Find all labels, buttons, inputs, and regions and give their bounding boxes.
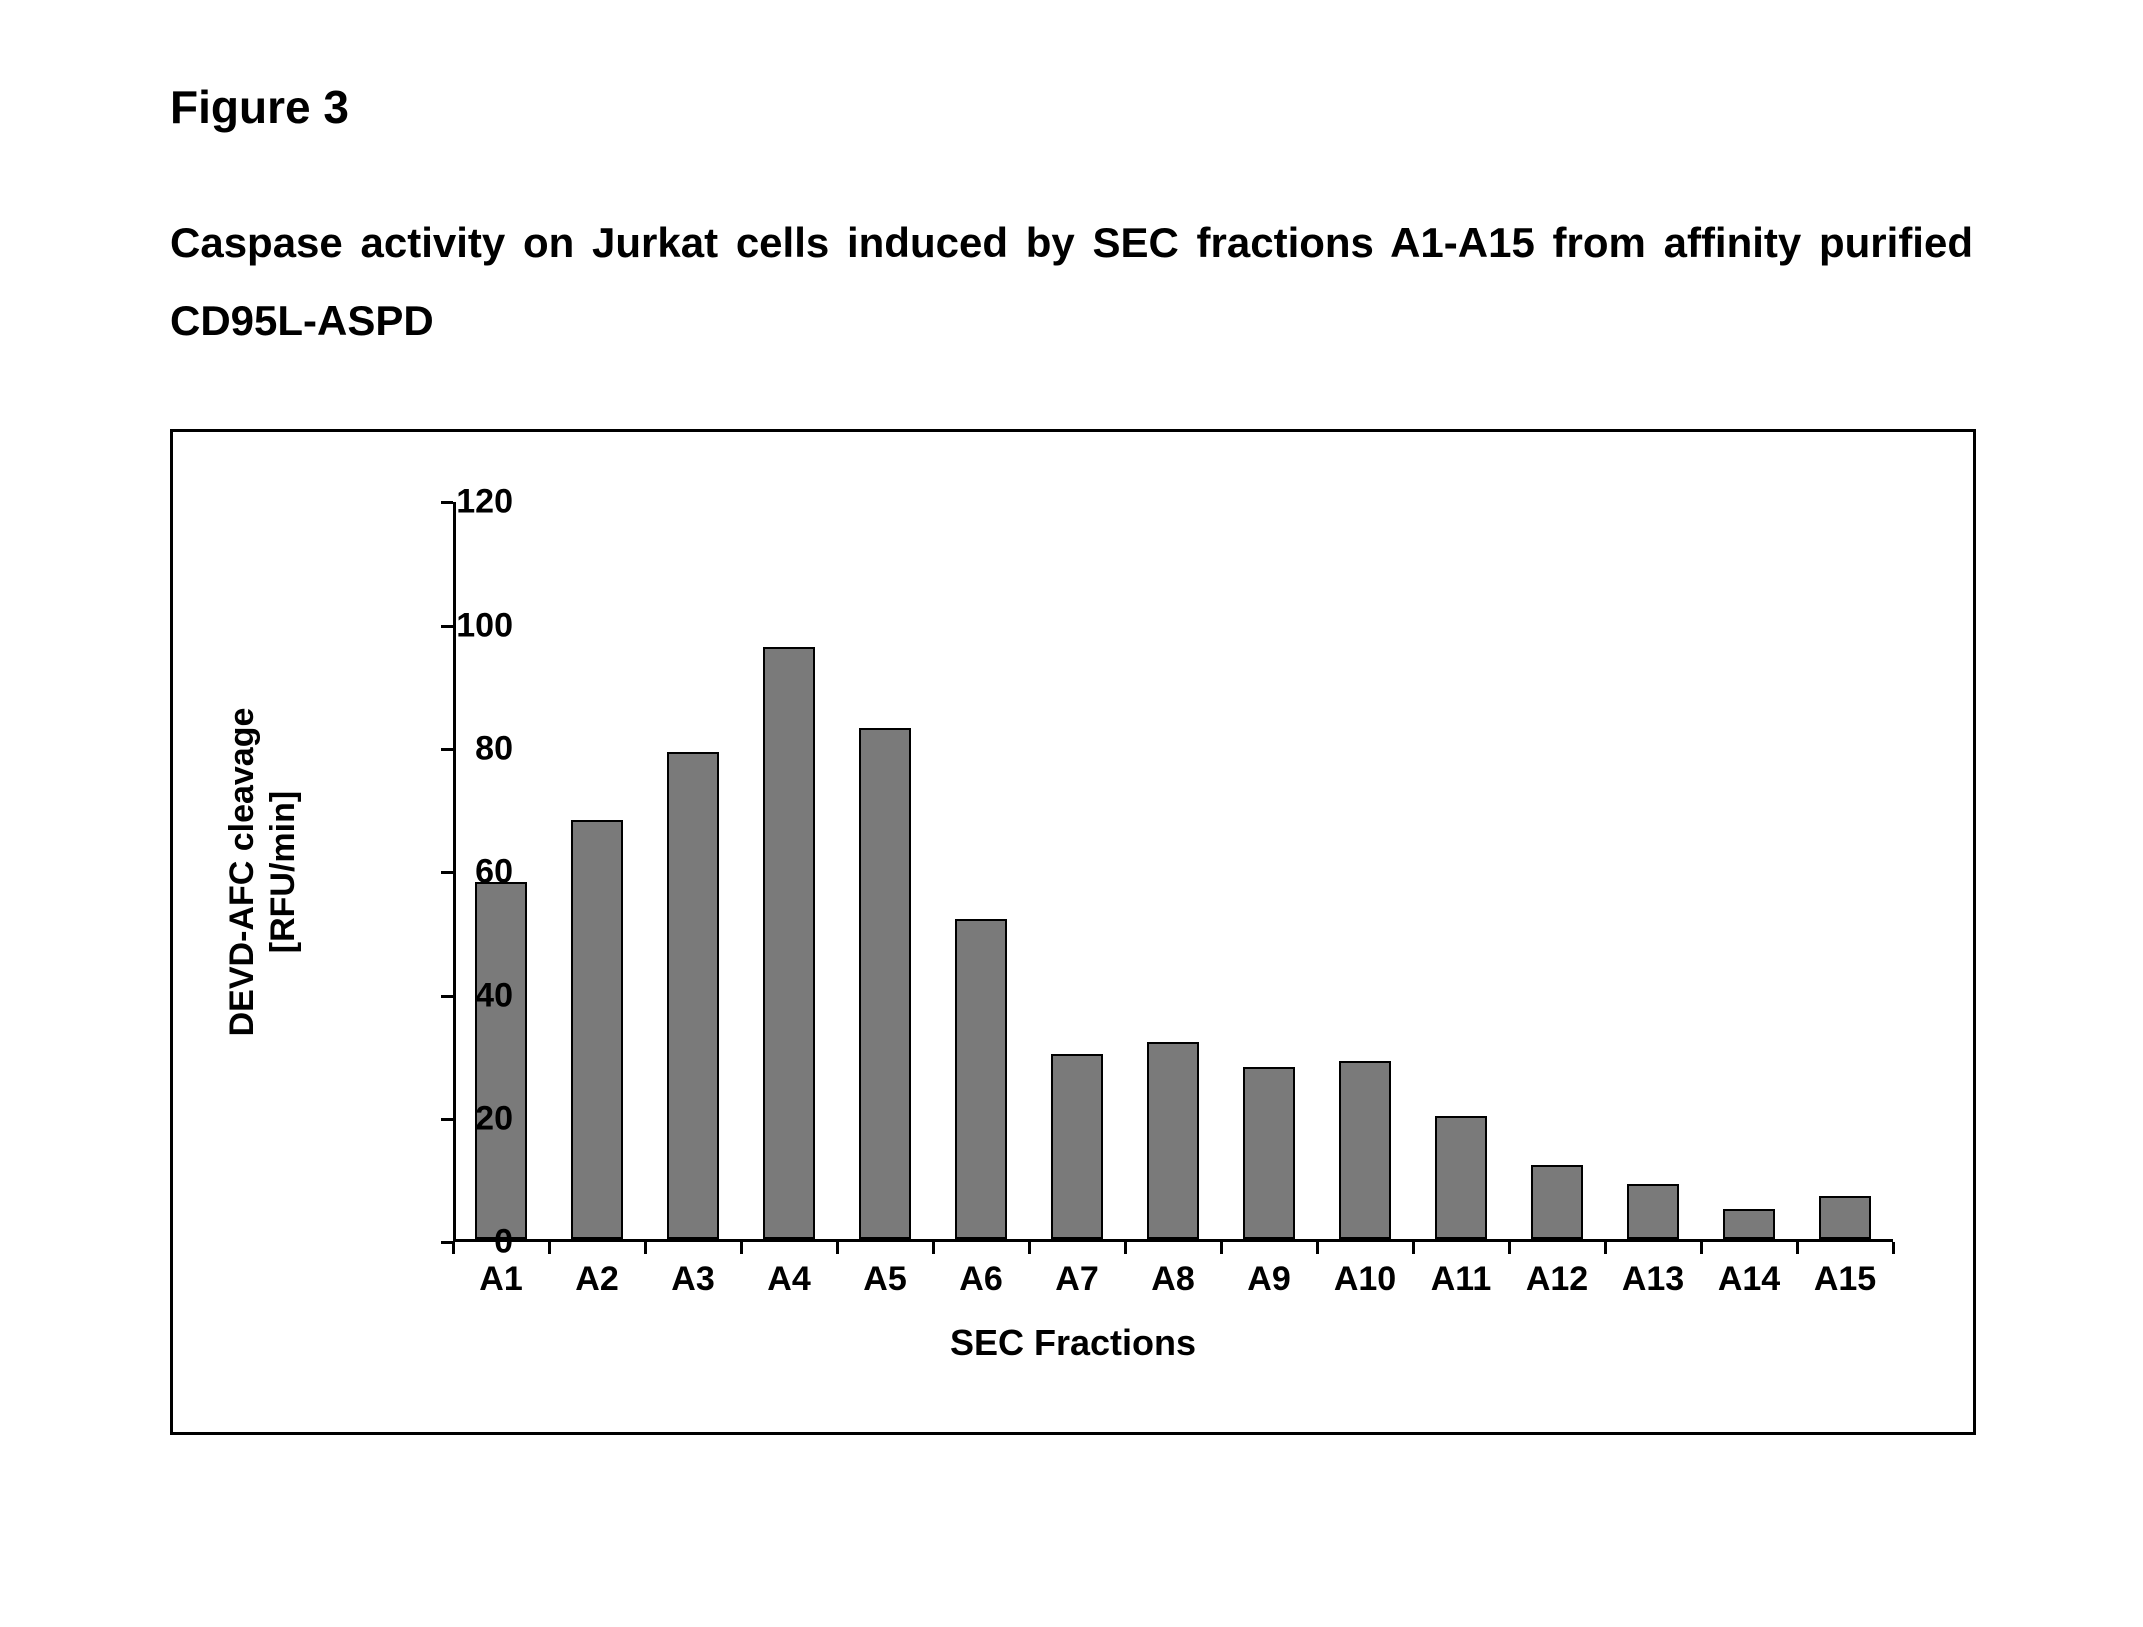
- x-tick: [1604, 1242, 1607, 1254]
- x-tick-label: A11: [1431, 1260, 1492, 1299]
- x-tick: [1892, 1242, 1895, 1254]
- bar: [763, 647, 816, 1239]
- bar: [1051, 1054, 1104, 1239]
- x-tick: [836, 1242, 839, 1254]
- x-tick-label: A3: [671, 1260, 714, 1299]
- x-tick-label: A6: [959, 1260, 1002, 1299]
- x-tick: [932, 1242, 935, 1254]
- x-tick-label: A12: [1526, 1260, 1588, 1299]
- y-tick-label: 120: [393, 483, 513, 522]
- x-tick-label: A4: [767, 1260, 810, 1299]
- x-tick-label: A15: [1814, 1260, 1876, 1299]
- x-tick: [1508, 1242, 1511, 1254]
- x-tick-label: A2: [575, 1260, 618, 1299]
- x-axis-title: SEC Fractions: [173, 1322, 1973, 1364]
- x-tick-label: A1: [479, 1260, 522, 1299]
- bar: [955, 919, 1008, 1240]
- bar: [1819, 1196, 1872, 1239]
- x-tick: [644, 1242, 647, 1254]
- y-tick-label: 60: [393, 853, 513, 892]
- x-tick: [1124, 1242, 1127, 1254]
- bar: [667, 752, 720, 1239]
- x-tick-label: A5: [863, 1260, 906, 1299]
- y-tick-label: 20: [393, 1100, 513, 1139]
- y-axis-title: DEVD-AFC cleavage [RFU/min]: [222, 708, 304, 1037]
- x-tick-label: A14: [1718, 1260, 1780, 1299]
- x-tick: [1796, 1242, 1799, 1254]
- y-tick-label: 80: [393, 730, 513, 769]
- x-tick-label: A7: [1055, 1260, 1098, 1299]
- chart-frame: DEVD-AFC cleavage [RFU/min] A1A2A3A4A5A6…: [170, 429, 1976, 1435]
- y-axis-title-line1: DEVD-AFC cleavage: [223, 708, 261, 1037]
- y-tick-label: 40: [393, 976, 513, 1015]
- bar: [1147, 1042, 1200, 1239]
- y-tick-label: 100: [393, 606, 513, 645]
- plot-area: A1A2A3A4A5A6A7A8A9A10A11A12A13A14A15: [453, 502, 1893, 1242]
- x-tick-label: A13: [1622, 1260, 1684, 1299]
- bar: [1435, 1116, 1488, 1239]
- y-axis-title-line2: [RFU/min]: [264, 791, 302, 953]
- figure-caption: Caspase activity on Jurkat cells induced…: [170, 204, 1973, 359]
- bar: [571, 820, 624, 1239]
- x-tick-label: A10: [1334, 1260, 1396, 1299]
- y-tick-label: 0: [393, 1223, 513, 1262]
- x-tick: [1700, 1242, 1703, 1254]
- x-tick: [1028, 1242, 1031, 1254]
- bar: [475, 882, 528, 1240]
- x-tick: [548, 1242, 551, 1254]
- x-tick: [1316, 1242, 1319, 1254]
- bar: [1723, 1209, 1776, 1240]
- bar: [1243, 1067, 1296, 1240]
- x-tick-label: A8: [1151, 1260, 1194, 1299]
- page-root: Figure 3 Caspase activity on Jurkat cell…: [0, 0, 2143, 1627]
- bar: [1339, 1061, 1392, 1240]
- x-tick: [1412, 1242, 1415, 1254]
- x-tick: [740, 1242, 743, 1254]
- bar: [1531, 1165, 1584, 1239]
- x-tick-label: A9: [1247, 1260, 1290, 1299]
- x-axis-line: [453, 1239, 1893, 1242]
- figure-label: Figure 3: [170, 80, 1973, 134]
- x-tick: [1220, 1242, 1223, 1254]
- bar: [859, 728, 912, 1240]
- bar: [1627, 1184, 1680, 1240]
